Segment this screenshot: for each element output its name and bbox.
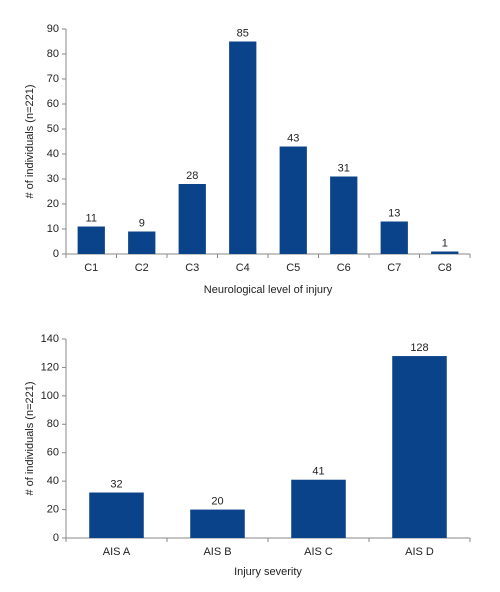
x-tick-label: C3 <box>185 262 199 274</box>
y-tick-label: 60 <box>47 98 59 110</box>
y-tick-label: 0 <box>53 248 59 260</box>
bar <box>279 146 307 254</box>
x-axis-label: Neurological level of injury <box>204 284 333 296</box>
data-label: 13 <box>388 207 400 219</box>
y-tick-label: 80 <box>47 48 59 60</box>
y-tick-label: 80 <box>47 418 59 430</box>
y-tick-label: 40 <box>47 148 59 160</box>
bar <box>128 231 156 254</box>
y-tick-label: 40 <box>47 475 59 487</box>
bar <box>229 41 257 254</box>
x-tick-label: C1 <box>84 262 98 274</box>
data-label: 9 <box>139 217 145 229</box>
bar <box>330 176 358 254</box>
x-tick-label: C6 <box>337 262 351 274</box>
data-label: 28 <box>186 170 198 182</box>
y-tick-label: 30 <box>47 173 59 185</box>
y-axis-label: # of individuals (n=221) <box>24 84 36 198</box>
data-label: 85 <box>237 27 249 39</box>
data-label: 43 <box>287 132 299 144</box>
data-label: 1 <box>442 237 448 249</box>
x-tick-label: C7 <box>387 262 401 274</box>
x-tick-label: AIS A <box>103 546 131 558</box>
data-label: 32 <box>110 478 122 490</box>
bar <box>89 492 144 538</box>
y-tick-label: 20 <box>47 503 59 515</box>
data-label: 20 <box>211 495 223 507</box>
y-tick-label: 120 <box>41 361 59 373</box>
y-tick-label: 100 <box>41 390 59 402</box>
y-tick-label: 0 <box>53 532 59 544</box>
data-label: 128 <box>410 342 428 354</box>
x-tick-label: AIS B <box>203 546 231 558</box>
bar <box>77 226 105 254</box>
x-tick-label: C5 <box>286 262 300 274</box>
x-axis-label: Injury severity <box>234 566 302 578</box>
x-tick-label: AIS C <box>304 546 333 558</box>
x-tick-label: C2 <box>135 262 149 274</box>
bar <box>178 184 206 254</box>
bar <box>431 251 459 254</box>
bar <box>380 221 408 254</box>
data-label: 41 <box>312 466 324 478</box>
y-tick-label: 50 <box>47 123 59 135</box>
y-tick-label: 60 <box>47 447 59 459</box>
y-tick-label: 140 <box>41 333 59 345</box>
data-label: 31 <box>338 162 350 174</box>
bar <box>392 356 447 538</box>
y-tick-label: 70 <box>47 73 59 85</box>
x-tick-label: AIS D <box>405 546 434 558</box>
bar <box>291 479 346 538</box>
x-tick-label: C8 <box>438 262 452 274</box>
y-axis-label: # of individuals (n=221) <box>24 381 36 495</box>
x-tick-label: C4 <box>236 262 250 274</box>
bar <box>190 509 245 538</box>
y-tick-label: 20 <box>47 198 59 210</box>
data-label: 11 <box>86 212 97 224</box>
y-tick-label: 10 <box>47 223 59 235</box>
y-tick-label: 90 <box>47 23 59 35</box>
